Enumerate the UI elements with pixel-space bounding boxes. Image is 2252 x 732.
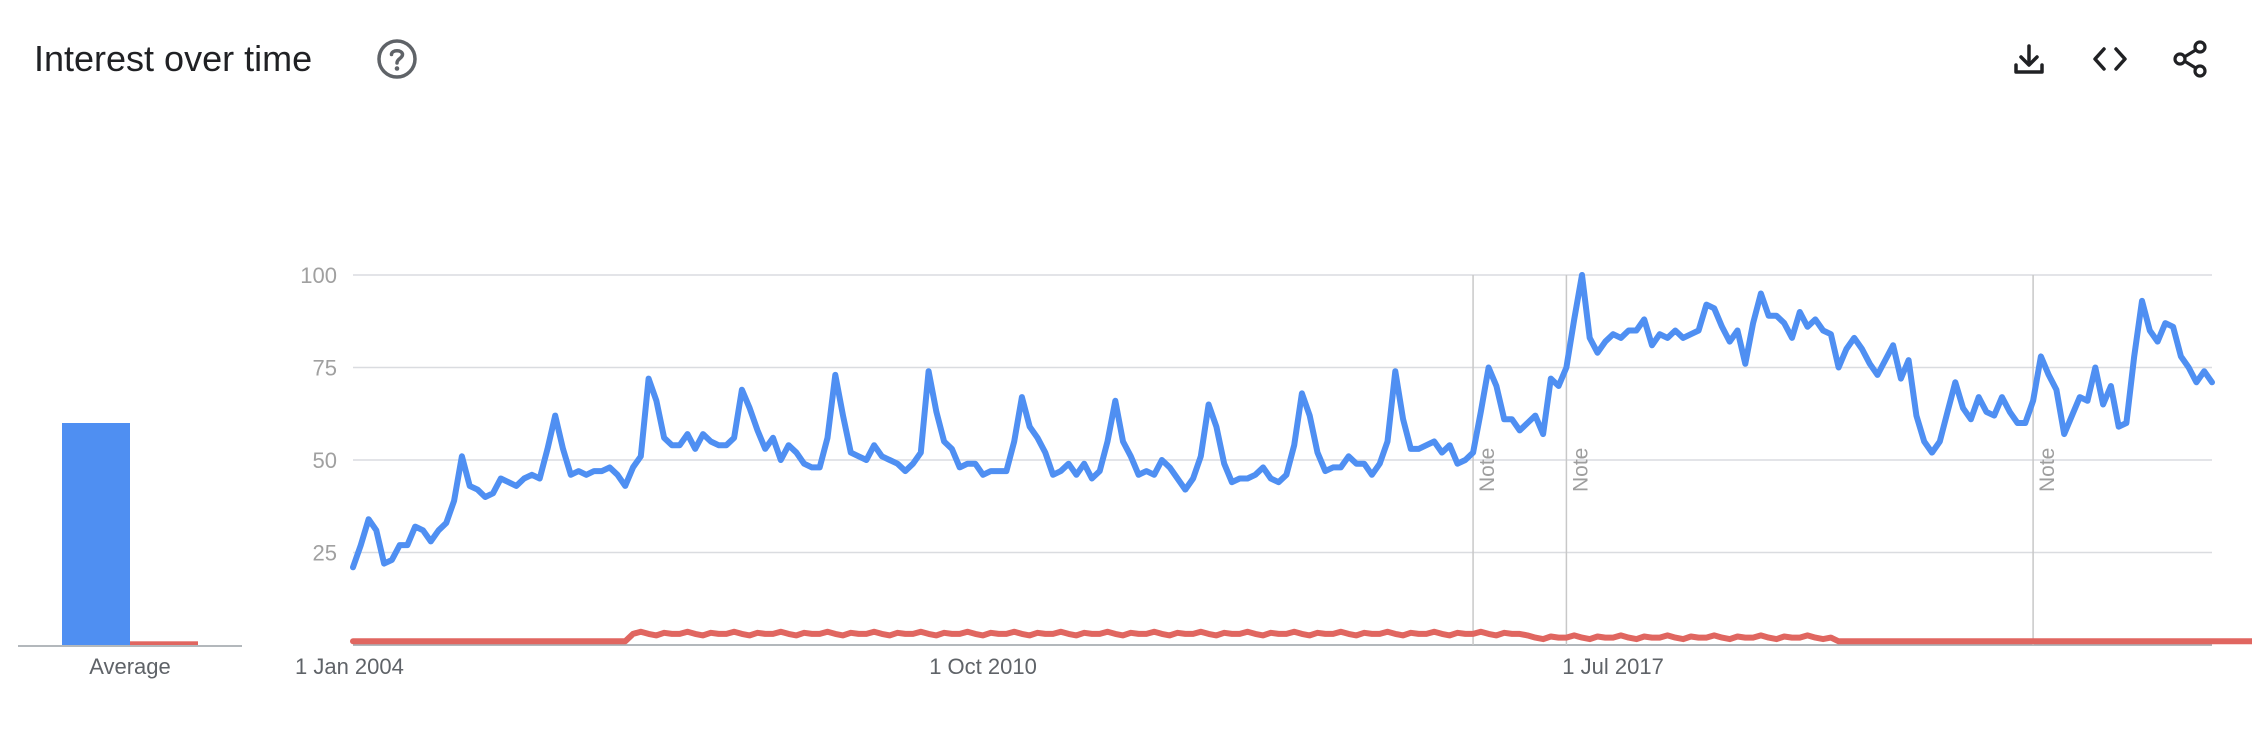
x-tick-label-3: 1 Jul 2017 (1562, 654, 1664, 679)
note-label-1[interactable]: Note (1476, 448, 1499, 492)
download-icon[interactable] (2006, 36, 2052, 82)
chart-title: Interest over time (34, 38, 313, 79)
x-tick-label-2: 1 Oct 2010 (929, 654, 1037, 679)
average-label: Average (89, 654, 171, 679)
note-label-3[interactable]: Note (2036, 448, 2059, 492)
average-bar-chart: Average (18, 423, 242, 679)
share-icon[interactable] (2167, 36, 2213, 82)
x-tick-label-1: 1 Jan 2004 (295, 654, 404, 679)
chart-notes: Note Note Note (1472, 275, 2059, 645)
x-axis: 1 Jan 2004 1 Oct 2010 1 Jul 2017 (295, 654, 1664, 679)
chart-grid: 25 50 75 100 (300, 263, 2212, 646)
y-tick-label-50: 50 (313, 448, 337, 473)
chart-header: Interest over time (0, 0, 2252, 120)
average-bar-series-2 (130, 641, 198, 645)
y-tick-label-75: 75 (313, 356, 337, 381)
embed-icon[interactable] (2087, 36, 2133, 82)
y-tick-label-100: 100 (300, 263, 337, 288)
help-icon[interactable] (374, 36, 420, 82)
chart-lines (350, 272, 2252, 645)
average-bar-series-1 (62, 423, 130, 645)
y-tick-label-25: 25 (313, 541, 337, 566)
note-label-2[interactable]: Note (1569, 448, 1592, 492)
series-1-line (350, 272, 2215, 571)
series-2-line (350, 628, 2252, 645)
